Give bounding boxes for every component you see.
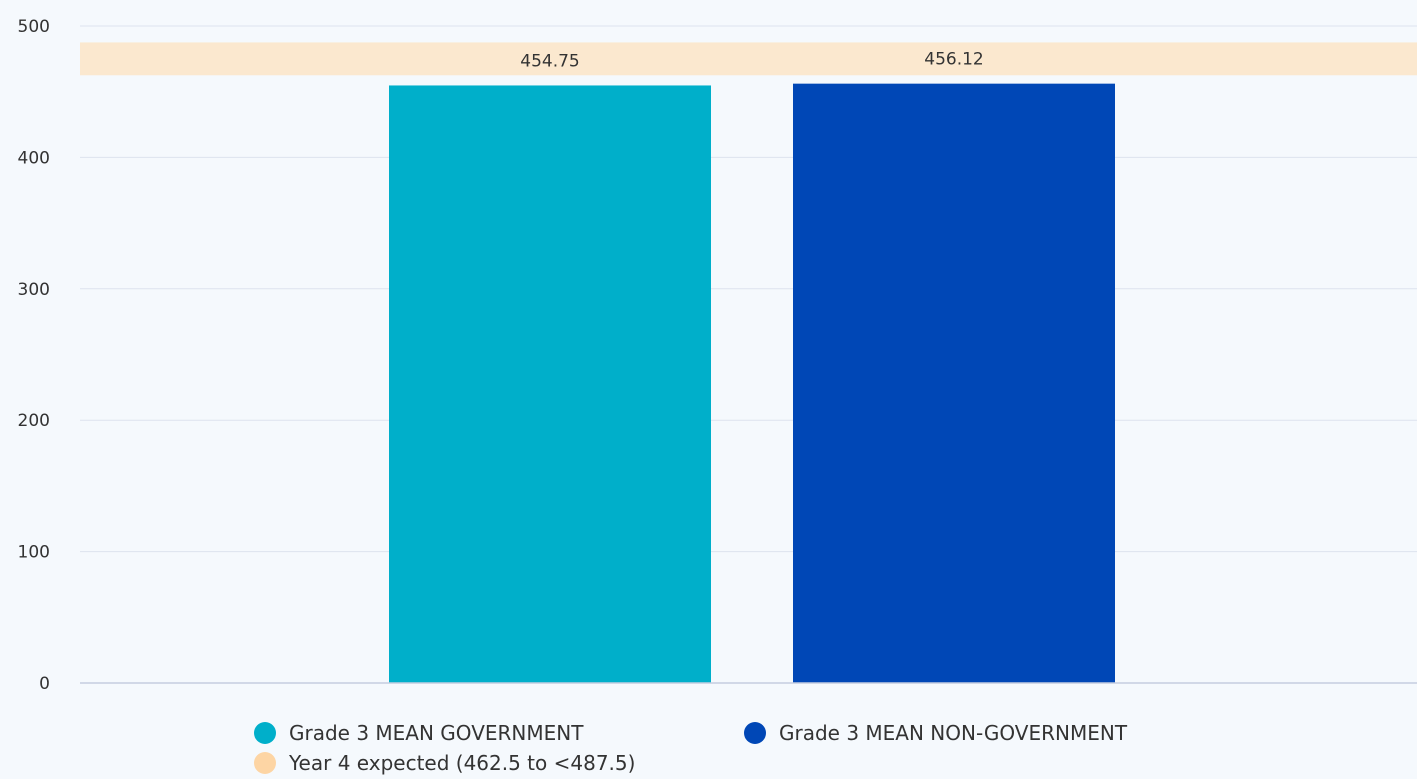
y-tick-label: 200 <box>18 411 50 431</box>
legend-label: Year 4 expected (462.5 to <487.5) <box>288 751 635 775</box>
data-label: 454.75 <box>520 51 579 71</box>
label-layer: 454.75 456.12 <box>520 50 983 72</box>
expected-range-band <box>80 42 1417 76</box>
bar-2[interactable] <box>793 83 1115 683</box>
bar-layer <box>389 83 1115 684</box>
legend-label: Grade 3 MEAN GOVERNMENT <box>289 721 584 745</box>
legend-marker <box>254 752 276 774</box>
y-tick-label: 400 <box>18 148 50 168</box>
y-tick-label: 100 <box>18 543 50 563</box>
y-tick-label: 500 <box>18 17 50 37</box>
legend-item[interactable]: Grade 3 MEAN GOVERNMENT <box>254 721 584 745</box>
legend-marker <box>254 722 276 744</box>
legend-item[interactable]: Grade 3 MEAN NON-GOVERNMENT <box>744 721 1128 745</box>
axis-layer: 0 100 200 300 400 500 <box>18 17 1417 694</box>
legend-label: Grade 3 MEAN NON-GOVERNMENT <box>779 721 1128 745</box>
band-layer <box>80 42 1417 76</box>
grid-layer <box>80 25 1417 553</box>
bar-1[interactable] <box>389 85 711 684</box>
legend-marker <box>744 722 766 744</box>
legend-item[interactable]: Year 4 expected (462.5 to <487.5) <box>254 751 635 775</box>
y-tick-label: 300 <box>18 280 50 300</box>
y-tick-label: 0 <box>39 674 50 694</box>
legend: Grade 3 MEAN GOVERNMENT Grade 3 MEAN NON-… <box>254 721 1128 775</box>
data-label: 456.12 <box>924 50 983 70</box>
